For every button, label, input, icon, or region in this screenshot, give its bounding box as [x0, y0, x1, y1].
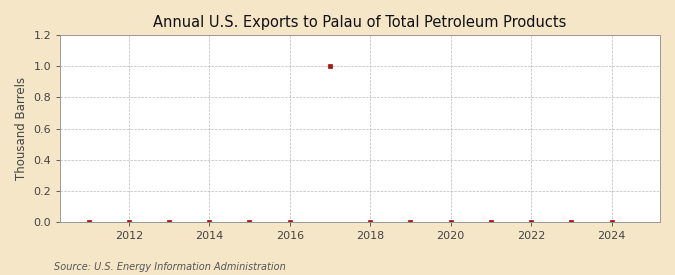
- Y-axis label: Thousand Barrels: Thousand Barrels: [15, 77, 28, 180]
- Title: Annual U.S. Exports to Palau of Total Petroleum Products: Annual U.S. Exports to Palau of Total Pe…: [153, 15, 567, 30]
- Text: Source: U.S. Energy Information Administration: Source: U.S. Energy Information Administ…: [54, 262, 286, 272]
